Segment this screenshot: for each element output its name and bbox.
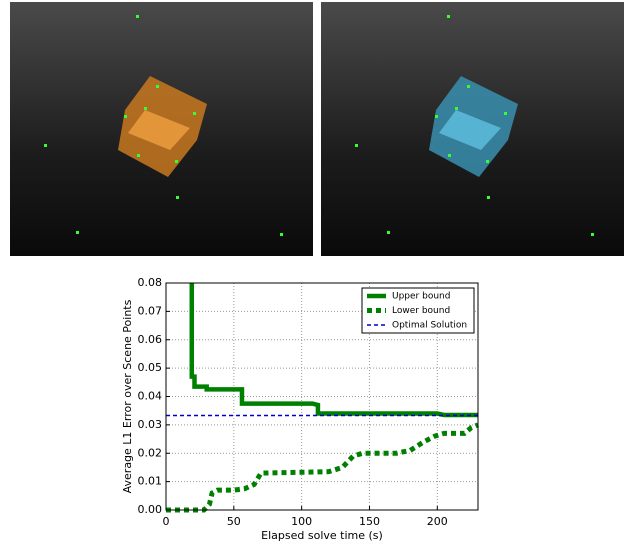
y-tick-label: 0.08 — [138, 276, 163, 289]
legend-label: Lower bound — [392, 306, 450, 316]
x-tick-label: 150 — [359, 515, 380, 528]
page: 0.00 0.01 0.02 0.03 0.04 0.05 0.06 0.07 0.08 0 50 1… — [0, 0, 629, 542]
x-axis-label: Elapsed solve time (s) — [261, 529, 383, 542]
render-left — [10, 2, 313, 256]
y-tick-label: 0.06 — [138, 333, 163, 346]
figure: 0.00 0.01 0.02 0.03 0.04 0.05 0.06 0.07 0.08 0 50 1… — [0, 0, 629, 542]
y-tick-label: 0.00 — [138, 503, 163, 516]
x-tick-label: 100 — [291, 515, 312, 528]
y-tick-label: 0.01 — [138, 475, 163, 488]
y-tick-label: 0.04 — [138, 390, 163, 403]
legend: Upper bound Lower bound Optimal Solution — [362, 288, 474, 333]
y-tick-label: 0.02 — [138, 446, 163, 459]
y-axis-label: Average L1 Error over Scene Points — [121, 299, 134, 493]
x-tick-label: 200 — [427, 515, 448, 528]
y-tick-label: 0.07 — [138, 304, 163, 317]
legend-label: Optimal Solution — [392, 321, 467, 331]
y-tick-label: 0.05 — [138, 361, 163, 374]
y-tick-label: 0.03 — [138, 418, 163, 431]
x-tick-label: 50 — [227, 515, 241, 528]
chart: 0.00 0.01 0.02 0.03 0.04 0.05 0.06 0.07 0.08 0 50 1… — [121, 276, 478, 542]
legend-label: Upper bound — [392, 292, 450, 302]
x-tick-label: 0 — [163, 515, 170, 528]
series-line — [166, 425, 478, 510]
render-right — [321, 2, 624, 256]
